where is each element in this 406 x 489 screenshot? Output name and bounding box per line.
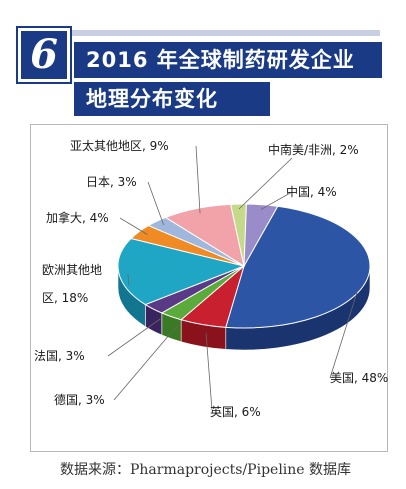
leader-lines	[107, 145, 358, 411]
slice-label-1: 美国, 48%	[330, 371, 388, 385]
slice-label-9: 中南美/非洲, 2%	[268, 142, 359, 157]
leader-line-8	[195, 145, 201, 214]
pie-slice-1	[225, 205, 371, 329]
slice-label-8: 亚太其他地区, 9%	[70, 138, 169, 153]
slice-label-2: 英国, 6%	[210, 405, 261, 419]
leader-line-10	[260, 191, 293, 210]
pie-top-layer	[117, 203, 371, 329]
data-source-note: 数据来源：Pharmaprojects/Pipeline 数据库	[60, 462, 352, 478]
leader-line-3	[113, 325, 178, 401]
title-accent-bar	[44, 30, 380, 36]
chart-title-line-1: 2016 年全球制药研发企业	[74, 42, 382, 78]
chart-title-line-2: 地理分布变化	[74, 82, 270, 116]
leader-line-9	[238, 157, 293, 210]
leader-line-1	[329, 290, 358, 379]
slice-label-7: 日本, 3%	[86, 175, 137, 189]
slice-label-6: 加拿大, 4%	[46, 210, 109, 225]
leader-line-2	[205, 333, 213, 411]
slice-label-3: 德国, 3%	[54, 392, 105, 407]
leader-line-4	[107, 318, 161, 357]
pie-slice-5	[117, 237, 246, 306]
leader-line-5	[127, 273, 130, 286]
section-number-badge: 6	[16, 26, 72, 84]
pie-slice-10	[243, 203, 279, 267]
leader-line-7	[147, 181, 165, 226]
slice-label-5-line-2: 区, 18%	[42, 291, 88, 305]
leader-line-6	[119, 217, 148, 235]
header: 6 2016 年全球制药研发企业 地理分布变化	[0, 0, 406, 122]
slice-label-4: 法国, 3%	[34, 349, 85, 363]
slice-label-5: 欧洲其他地	[42, 263, 102, 277]
slice-label-10: 中国, 4%	[286, 184, 337, 199]
